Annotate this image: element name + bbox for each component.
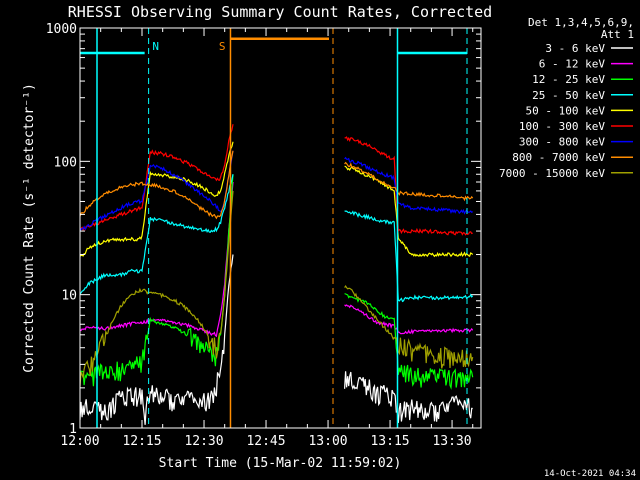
legend-entry-label: 100 - 300 keV [519, 120, 605, 133]
series-line-4 [80, 141, 474, 258]
x-tick-label: 13:00 [308, 434, 347, 449]
legend-entry-label: 12 - 25 keV [532, 73, 605, 86]
series-layer [80, 124, 474, 425]
y-tick-label: 100 [54, 155, 77, 170]
legend-entry-label: 25 - 50 keV [532, 89, 605, 102]
legend-entry-label: 800 - 7000 keV [512, 151, 605, 164]
saa-marker-label: S [219, 40, 226, 53]
legend-entry-label: 6 - 12 keV [539, 58, 606, 71]
legend-entry-label: 3 - 6 keV [545, 42, 605, 55]
series-line-7 [80, 150, 474, 220]
y-axis-label: Corrected Count Rate (s⁻¹ detector⁻¹) [22, 83, 37, 373]
legend-header-0: Det 1,3,4,5,6,9, [528, 16, 634, 29]
x-tick-label: 12:45 [246, 434, 285, 449]
x-axis-label: Start Time (15-Mar-02 11:59:02) [159, 456, 402, 471]
series-line-3 [80, 174, 474, 303]
legend: Det 1,3,4,5,6,9,Att 13 - 6 keV 6 - 12 keV… [499, 16, 634, 180]
series-line-6 [80, 150, 474, 232]
series-line-0 [80, 254, 473, 425]
series-line-8 [80, 190, 474, 387]
legend-entry-label: 7000 - 15000 keV [499, 167, 605, 180]
timestamp: 14-Oct-2021 04:34 [544, 469, 636, 479]
y-tick-label: 10 [61, 289, 77, 304]
chart-title: RHESSI Observing Summary Count Rates, Co… [68, 3, 492, 21]
x-tick-label: 12:00 [60, 434, 99, 449]
legend-header-1: Att 1 [601, 28, 634, 41]
y-tick-label: 1000 [46, 22, 77, 37]
series-line-1 [80, 181, 474, 338]
x-tick-label: 12:30 [184, 434, 223, 449]
series-line-5 [80, 124, 473, 236]
legend-entry-label: 50 - 100 keV [526, 104, 606, 117]
series-line-2 [80, 174, 474, 390]
y-tick-label: 1 [69, 422, 77, 437]
x-tick-label: 13:30 [432, 434, 471, 449]
plot-frame [79, 27, 482, 429]
x-tick-label: 13:15 [370, 434, 409, 449]
legend-entry-label: 300 - 800 keV [519, 136, 605, 149]
night-marker-label: N [152, 40, 159, 53]
x-tick-label: 12:15 [122, 434, 161, 449]
axis-layer: 12:00 12:15 12:30 12:45 13:00 13:15 13:30 1 10 10… [46, 22, 481, 449]
